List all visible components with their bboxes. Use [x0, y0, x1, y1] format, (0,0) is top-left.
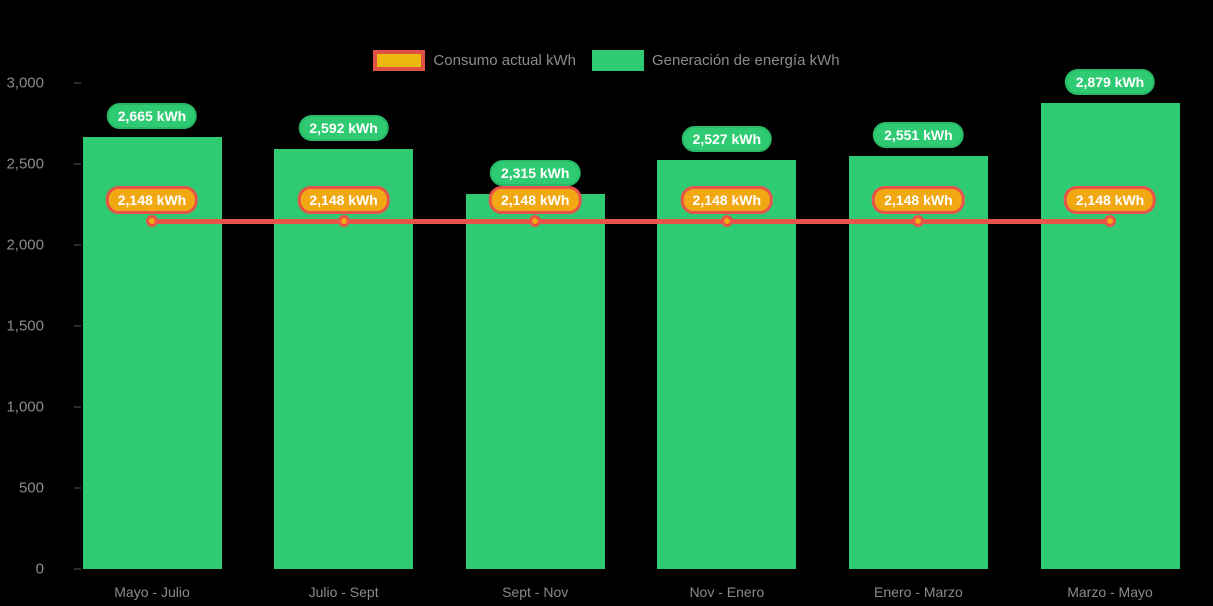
y-axis-tick-mark — [74, 568, 81, 570]
x-axis-label: Julio - Sept — [308, 584, 379, 600]
y-axis-tick-label: 3,000 — [6, 74, 44, 92]
x-axis-label: Enero - Marzo — [874, 584, 963, 600]
bar-value-label: 2,665 kWh — [106, 103, 198, 130]
y-axis-tick-mark — [74, 325, 81, 327]
x-axis-label: Mayo - Julio — [114, 584, 190, 600]
y-axis-tick-label: 2,000 — [6, 236, 44, 254]
y-axis-tick-mark — [74, 487, 81, 489]
y-axis-tick-label: 500 — [18, 479, 44, 497]
legend-label-consumo: Consumo actual kWh — [433, 52, 576, 69]
y-axis-tick-label: 2,500 — [6, 155, 44, 173]
y-axis-tick-label: 1,500 — [6, 317, 44, 335]
legend-label-generacion: Generación de energía kWh — [651, 52, 840, 69]
legend-swatch-generacion-icon — [591, 50, 644, 71]
legend-item-generacion-energia[interactable]: Generación de energía kWh — [591, 50, 840, 71]
bar-value-label: 2,551 kWh — [873, 121, 964, 148]
y-axis-tick-mark — [74, 163, 81, 165]
bar-value-label: 2,315 kWh — [489, 159, 581, 186]
generation-bar[interactable] — [1040, 102, 1180, 569]
line-point-marker[interactable] — [337, 215, 350, 228]
consumption-line — [152, 218, 1110, 224]
line-point-marker[interactable] — [146, 215, 158, 228]
line-value-label: 2,148 kWh — [1063, 186, 1157, 215]
y-axis-tick-label: 1,000 — [6, 398, 44, 416]
line-point-marker[interactable] — [529, 215, 542, 228]
line-point-marker[interactable] — [1104, 215, 1116, 228]
bar-value-label: 2,592 kWh — [298, 115, 389, 142]
x-axis-label: Nov - Enero — [689, 584, 765, 600]
legend-swatch-consumo-icon — [373, 50, 426, 71]
generation-bar[interactable] — [657, 159, 797, 569]
y-axis-tick-mark — [74, 82, 81, 84]
bar-value-label: 2,879 kWh — [1064, 68, 1156, 95]
generation-bar[interactable] — [465, 193, 605, 569]
line-point-marker[interactable] — [720, 215, 733, 228]
line-value-label: 2,148 kWh — [488, 186, 582, 215]
line-value-label: 2,148 kWh — [297, 186, 390, 215]
line-point-marker[interactable] — [912, 215, 925, 228]
y-axis-tick-mark — [74, 406, 81, 408]
line-value-label: 2,148 kWh — [872, 186, 965, 215]
line-value-label: 2,148 kWh — [105, 186, 199, 215]
chart-legend: Consumo actual kWh Generación de energía… — [0, 50, 1213, 71]
legend-item-consumo-actual[interactable]: Consumo actual kWh — [373, 50, 576, 71]
bar-value-label: 2,527 kWh — [681, 125, 773, 152]
line-value-label: 2,148 kWh — [680, 186, 774, 215]
x-axis-label: Marzo - Mayo — [1067, 584, 1153, 600]
x-axis-label: Sept - Nov — [502, 584, 569, 600]
y-axis-tick-mark — [74, 244, 81, 246]
y-axis-tick-label: 0 — [35, 560, 44, 578]
